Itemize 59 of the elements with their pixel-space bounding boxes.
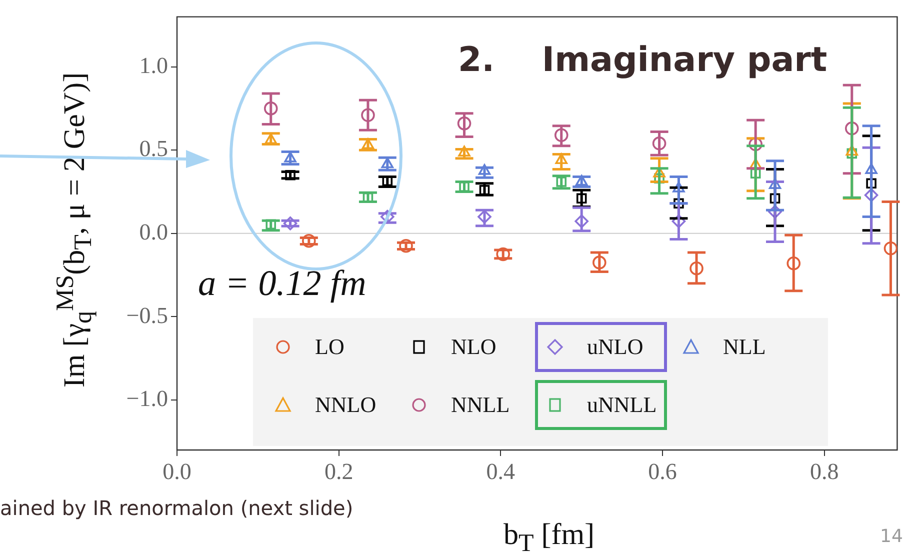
point: [652, 136, 666, 150]
point: [554, 128, 568, 142]
point: [458, 146, 470, 156]
x-tick-label: 0.0: [162, 458, 192, 484]
legend-label: LO: [315, 334, 344, 360]
point: [674, 198, 684, 209]
point: [380, 210, 394, 224]
point: [768, 204, 782, 219]
annotation: a = 0.12 fm: [198, 262, 366, 304]
x-tick-label: 0.8: [810, 458, 839, 484]
point: [844, 122, 859, 136]
x-tick-label: 0.4: [486, 458, 516, 484]
point: [750, 168, 761, 179]
point: [690, 261, 704, 276]
point: [866, 178, 876, 189]
point: [672, 214, 686, 228]
point: [302, 234, 316, 248]
point: [361, 108, 375, 122]
point: [399, 238, 413, 253]
point: [555, 153, 568, 164]
text: 2. Imaginary part: [458, 40, 828, 80]
legend-label: NNLO: [315, 392, 376, 418]
point: [574, 214, 589, 228]
x-tick-label: 0.2: [324, 458, 354, 484]
text: ained by IR renormalon (next slide): [0, 496, 354, 520]
y-tick-label: 0.5: [139, 136, 168, 162]
legend-label: NLL: [723, 334, 766, 360]
y-tick-label: −1.0: [126, 386, 168, 412]
legend-label: uNLO: [587, 334, 644, 360]
point: [478, 164, 491, 175]
point: [770, 193, 780, 204]
point: [284, 152, 296, 162]
legend-label: NNLL: [451, 392, 510, 418]
legend-label: uNNLL: [587, 392, 657, 418]
legend-label: NLO: [451, 334, 496, 360]
point: [884, 241, 898, 256]
x-tick-label: 0.6: [648, 458, 677, 484]
y-tick-label: 1.0: [139, 52, 168, 78]
y-tick-label: 0.0: [139, 219, 168, 244]
point: [864, 188, 878, 202]
x-axis-title: b$_{T}$ [fm]: [503, 518, 595, 555]
point: [786, 256, 801, 270]
point: [283, 216, 298, 230]
point: [362, 138, 374, 149]
point: [266, 219, 276, 230]
text: 14: [880, 526, 903, 547]
point: [576, 174, 588, 186]
point: [768, 178, 782, 189]
y-tick-label: −0.5: [126, 302, 168, 328]
point: [672, 182, 685, 192]
point: [457, 116, 472, 130]
point: [846, 148, 858, 159]
point: [846, 144, 858, 156]
point: [479, 184, 490, 196]
point: [381, 157, 394, 168]
point: [478, 210, 492, 224]
point: [264, 102, 278, 116]
point: [496, 247, 510, 262]
point: [865, 163, 878, 174]
